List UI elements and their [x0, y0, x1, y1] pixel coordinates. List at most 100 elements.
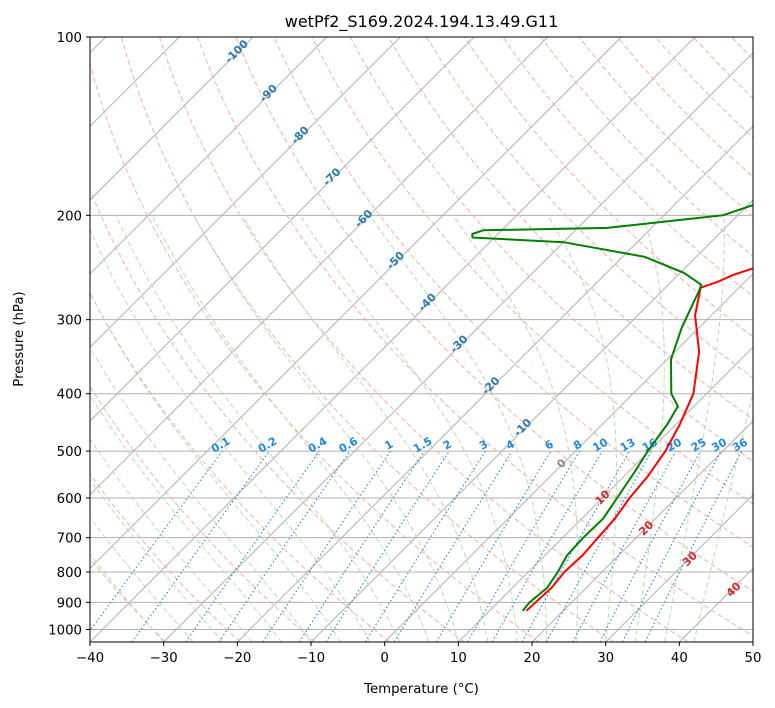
mixing-ratio-line	[131, 450, 270, 642]
moist-adiabat	[193, 215, 459, 642]
isotherm-label: -30	[447, 332, 470, 355]
moist-adiabat	[90, 394, 282, 642]
isotherm-label: -50	[384, 249, 407, 272]
isotherm-line	[384, 272, 753, 642]
moist-adiabat	[693, 390, 753, 642]
plot-frame	[89, 36, 754, 643]
dry-adiabat	[425, 37, 753, 379]
moist-adiabat	[90, 553, 165, 642]
isotherm-line	[90, 37, 401, 349]
dry-adiabat	[90, 292, 390, 642]
moist-adiabat	[90, 478, 223, 642]
mixing-ratio-label: 0.6	[337, 434, 361, 455]
mixing-ratio-label: 6	[543, 437, 556, 452]
mixing-ratio-label: 25	[689, 436, 709, 455]
mixing-ratio-line	[218, 450, 351, 642]
x-tick-label: 20	[524, 651, 541, 666]
y-tick-label: 1000	[48, 623, 82, 638]
mixing-ratio-line	[572, 450, 677, 642]
x-tick-label: −40	[76, 651, 104, 666]
isotherm-line	[90, 37, 622, 570]
moist-adiabat	[547, 215, 617, 642]
isotherm-line	[310, 199, 753, 642]
isotherm-label: -60	[352, 207, 375, 230]
isotherm-line	[531, 420, 753, 642]
x-tick-label: 40	[671, 651, 688, 666]
mixing-ratio-line	[185, 450, 320, 642]
isotherm-line	[90, 37, 475, 422]
mixing-ratio-line	[298, 450, 425, 642]
isotherm-label: -100	[222, 37, 251, 66]
x-tick-label: −10	[297, 651, 325, 666]
dry-adiabat	[90, 188, 465, 642]
mixing-ratio-line	[325, 450, 450, 642]
moist-adiabat	[90, 228, 371, 642]
isotherm-label: -40	[416, 290, 439, 313]
moist-adiabat	[299, 215, 518, 642]
dry-adiabat	[90, 62, 540, 642]
y-tick-label: 600	[57, 492, 82, 507]
isotherm-line	[90, 37, 696, 642]
dry-adiabat	[197, 37, 753, 637]
y-tick-label: 400	[57, 388, 82, 403]
y-tick-label: 800	[57, 566, 82, 581]
mixing-ratio-line	[364, 450, 486, 642]
dry-adiabat	[770, 37, 775, 642]
isotherm-line	[605, 493, 753, 642]
x-tick-label: 30	[597, 651, 614, 666]
mixing-ratio-label: 13	[618, 436, 638, 455]
dry-adiabat	[349, 37, 753, 462]
dry-adiabat	[273, 37, 753, 548]
isotherm-label: 40	[724, 579, 744, 599]
mixing-ratio-line	[644, 450, 743, 642]
dry-adiabat	[159, 37, 689, 642]
moist-adiabat	[90, 516, 194, 642]
y-tick-label: 200	[57, 209, 82, 224]
moist-adiabat	[151, 215, 430, 642]
moist-adiabat	[90, 292, 341, 642]
moist-adiabat	[90, 346, 312, 642]
mixing-ratio-label: 36	[730, 435, 750, 454]
dry-adiabat	[90, 385, 316, 642]
moist-adiabat	[242, 215, 489, 642]
mixing-ratio-label: 2	[441, 438, 454, 453]
mixing-ratio-label: 10	[591, 435, 611, 454]
dry-adiabat	[235, 37, 753, 592]
dry-adiabat	[692, 37, 753, 99]
chart-title: wetPf2_S169.2024.194.13.49.G11	[285, 12, 559, 32]
mixing-ratio-line	[435, 450, 552, 642]
isotherm-line	[90, 37, 328, 275]
isotherm-label: -70	[320, 165, 343, 188]
dry-adiabat	[654, 37, 753, 139]
y-tick-label: 700	[57, 532, 82, 547]
y-axis-label: Pressure (hPa)	[12, 291, 27, 386]
isotherm-label: 0	[554, 456, 569, 471]
mixing-ratio-line	[467, 450, 580, 642]
moist-adiabat	[115, 215, 400, 642]
mixing-ratio-label: 3	[477, 438, 490, 453]
y-tick-label: 500	[57, 445, 82, 460]
y-tick-label: 900	[57, 596, 82, 611]
mixing-ratio-label: 0.2	[256, 435, 279, 456]
mixing-ratio-line	[393, 450, 513, 642]
mixing-ratio-line	[545, 450, 653, 642]
isotherm-label: -80	[289, 123, 312, 146]
mixing-ratio-label: 30	[709, 435, 729, 454]
dry-adiabat	[120, 37, 614, 642]
isotherm-line	[90, 37, 549, 496]
isotherm-line	[752, 641, 753, 642]
x-tick-label: 0	[380, 651, 388, 666]
isotherm-line	[236, 125, 753, 642]
x-tick-label: −30	[150, 651, 178, 666]
mixing-ratio-label: 1	[382, 438, 395, 453]
x-tick-label: −20	[223, 651, 251, 666]
mixing-ratio-line	[262, 450, 392, 642]
sounding-profiles	[471, 203, 753, 612]
moist-adiabat	[634, 215, 665, 642]
background-lines	[90, 37, 775, 642]
mixing-ratio-label: 0.4	[306, 434, 330, 455]
mixing-ratio-label: 20	[664, 435, 684, 454]
mixing-ratio-line	[90, 450, 223, 632]
dewpoint-profile	[471, 203, 753, 612]
